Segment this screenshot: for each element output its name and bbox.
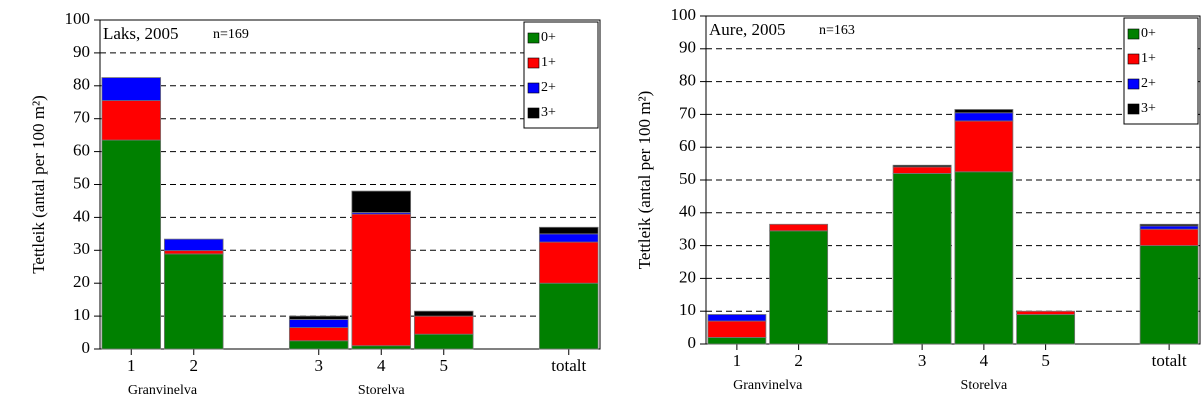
bar-segment: [538, 226, 599, 235]
legend-swatch: [1127, 53, 1140, 65]
bar-segment: [288, 327, 349, 342]
legend-swatch: [527, 82, 540, 94]
bar-segment: [707, 337, 767, 345]
legend-label: 2+: [541, 80, 556, 95]
y-tick-label: 90: [73, 42, 90, 61]
bar-segment: [1139, 245, 1199, 345]
y-tick-label: 80: [679, 71, 696, 90]
legend-swatch: [1127, 78, 1140, 90]
group-label: Storelva: [961, 378, 1008, 393]
bar-segment: [413, 333, 474, 350]
x-tick-label: 4: [980, 351, 989, 370]
y-tick-label: 70: [73, 108, 90, 127]
legend-swatch: [1127, 103, 1140, 115]
x-tick-label: totalt: [1152, 351, 1187, 370]
y-tick-label: 10: [679, 300, 696, 319]
bar-segment: [1139, 228, 1199, 246]
bar-segment: [1139, 225, 1199, 230]
x-tick-label: 5: [440, 356, 449, 375]
y-tick-label: 10: [73, 305, 90, 324]
bar-segment: [288, 315, 349, 320]
bar-segment: [769, 230, 829, 345]
bar-segment: [892, 173, 952, 345]
y-tick-label: 50: [73, 173, 90, 192]
y-tick-label: 70: [679, 103, 696, 122]
group-label: Granvinelva: [128, 383, 198, 398]
y-tick-label: 30: [679, 235, 696, 254]
y-tick-label: 30: [73, 239, 90, 258]
x-tick-label: 5: [1041, 351, 1050, 370]
bar-segment: [538, 282, 599, 350]
bar-segment: [1016, 314, 1076, 345]
bar-segment: [351, 190, 412, 213]
bar-segment: [413, 315, 474, 335]
x-tick-label: 1: [733, 351, 742, 370]
y-tick-label: 20: [73, 272, 90, 291]
bar-segment: [707, 320, 767, 338]
y-tick-label: 40: [679, 202, 696, 221]
bar-segment: [351, 345, 412, 350]
legend-label: 1+: [1141, 51, 1156, 66]
y-tick-label: 20: [679, 267, 696, 286]
x-tick-label: 1: [127, 356, 136, 375]
x-tick-label: totalt: [551, 356, 586, 375]
bar-segment: [101, 77, 162, 102]
legend-swatch: [527, 32, 540, 44]
y-tick-label: 100: [65, 9, 91, 28]
legend-label: 0+: [1141, 26, 1156, 41]
bar-segment: [954, 171, 1014, 345]
y-tick-label: 40: [73, 206, 90, 225]
bar-segment: [101, 100, 162, 141]
y-tick-label: 90: [679, 38, 696, 57]
chart-title: Laks, 2005: [103, 24, 179, 43]
bar-segment: [707, 314, 767, 322]
legend-label: 3+: [1141, 101, 1156, 116]
bar-segment: [892, 164, 952, 168]
x-tick-label: 3: [918, 351, 927, 370]
bar-segment: [954, 109, 1014, 114]
bar-segment: [163, 238, 224, 252]
bar-segment: [163, 253, 224, 350]
y-axis-label: Tettleik (antal per 100 m²): [29, 95, 48, 274]
y-tick-label: 50: [679, 169, 696, 188]
bar-segment: [954, 112, 1014, 122]
bar-segment: [1016, 310, 1076, 315]
y-tick-label: 60: [73, 141, 90, 160]
legend-swatch: [1127, 28, 1140, 40]
bar-segment: [351, 213, 412, 347]
y-tick-label: 60: [679, 136, 696, 155]
legend-swatch: [527, 107, 540, 119]
y-tick-label: 100: [671, 5, 697, 24]
bar-segment: [163, 250, 224, 255]
legend-label: 0+: [541, 30, 556, 45]
legend-swatch: [527, 57, 540, 69]
chart-subtitle: n=163: [819, 23, 855, 38]
bar-segment: [288, 340, 349, 350]
bar-segment: [954, 120, 1014, 173]
legend-label: 1+: [541, 55, 556, 70]
bar-segment: [101, 139, 162, 350]
bar-segment: [538, 233, 599, 243]
legend-label: 3+: [541, 105, 556, 120]
bar-segment: [892, 166, 952, 174]
bar-segment: [288, 318, 349, 329]
x-tick-label: 2: [190, 356, 199, 375]
x-tick-label: 4: [377, 356, 386, 375]
group-label: Storelva: [358, 383, 405, 398]
chart-title: Aure, 2005: [709, 20, 785, 39]
bar-segment: [769, 223, 829, 232]
group-label: Granvinelva: [733, 378, 803, 393]
y-axis-label: Tettleik (antal per 100 m²): [635, 91, 654, 270]
bar-segment: [1139, 223, 1199, 227]
x-tick-label: 3: [315, 356, 324, 375]
bar-segment: [413, 310, 474, 317]
legend-label: 2+: [1141, 76, 1156, 91]
chart-subtitle: n=169: [213, 27, 249, 42]
bar-segment: [538, 241, 599, 284]
x-tick-label: 2: [794, 351, 803, 370]
y-tick-label: 0: [82, 338, 91, 357]
y-tick-label: 0: [688, 333, 697, 352]
y-tick-label: 80: [73, 75, 90, 94]
